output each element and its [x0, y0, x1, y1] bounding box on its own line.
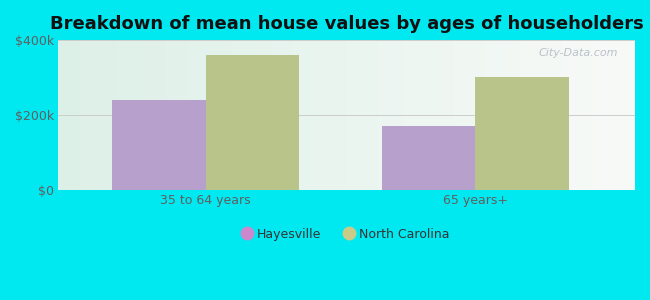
Text: City-Data.com: City-Data.com	[538, 48, 617, 58]
Bar	[382, 126, 476, 190]
Legend: Hayesville, North Carolina: Hayesville, North Carolina	[239, 223, 454, 246]
Bar	[476, 77, 569, 190]
Bar	[112, 100, 205, 190]
Bar	[205, 55, 299, 190]
Title: Breakdown of mean house values by ages of householders: Breakdown of mean house values by ages o…	[50, 15, 644, 33]
